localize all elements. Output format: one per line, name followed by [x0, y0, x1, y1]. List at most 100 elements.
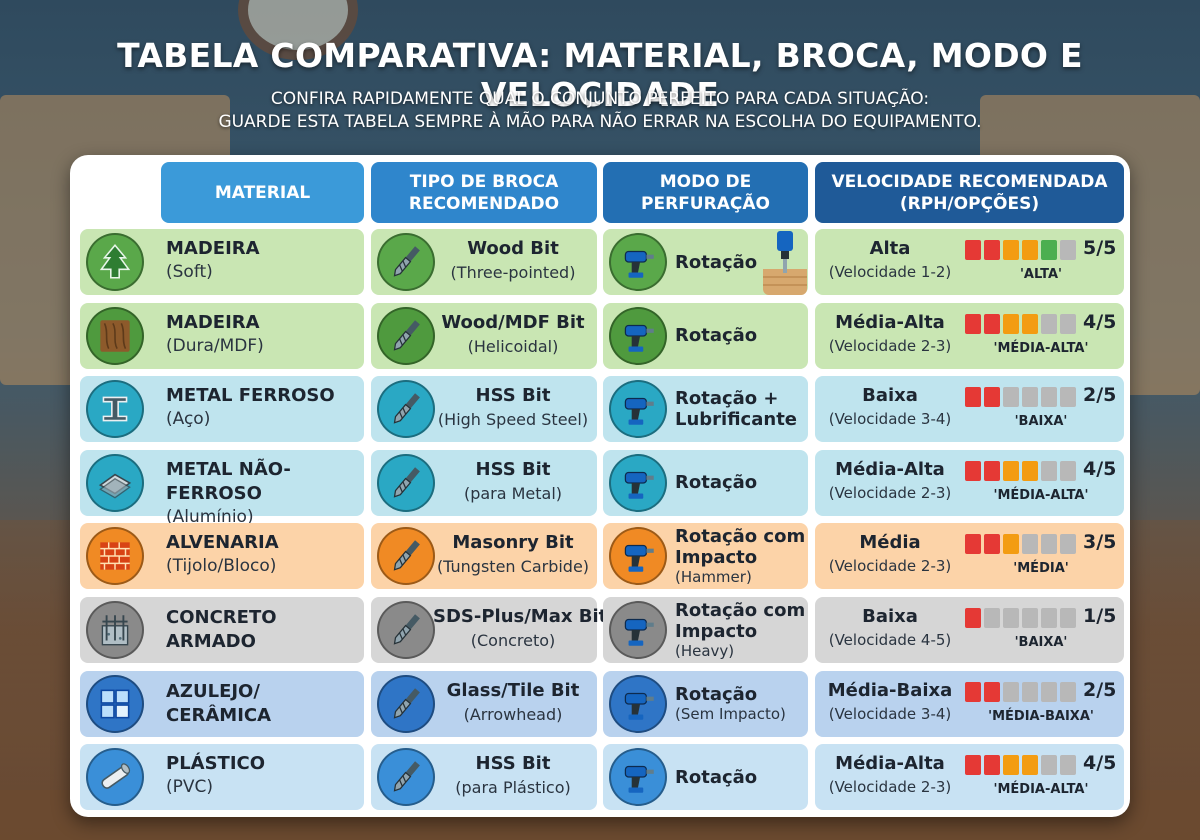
speed-meter-segment [1022, 681, 1038, 702]
broca-name: HSS Bit [475, 753, 551, 775]
speed-meter-segment [1060, 240, 1076, 260]
modo-name: Rotação [675, 472, 758, 494]
material-cell: CONCRETO ARMADO [80, 597, 364, 663]
velocidade-subtitle: (Velocidade 3-4) [828, 410, 952, 429]
masonry-bit-icon [377, 527, 435, 586]
speed-meter [965, 313, 1080, 334]
speed-meter-segment [1003, 534, 1019, 555]
rotary-hammer-icon [609, 601, 667, 659]
material-name: METAL FERROSO [166, 385, 335, 407]
material-name: ALVENARIA [166, 532, 279, 554]
column-header-material: MATERIAL [161, 162, 364, 223]
speed-meter-segment [1060, 534, 1076, 555]
velocidade-cell: Média-Alta (Velocidade 2-3) 4/5 'MÉDIA-A… [815, 302, 1124, 369]
speed-meter-segment [965, 387, 981, 408]
speed-meter-segment [1060, 681, 1076, 702]
speed-meter-segment [965, 240, 981, 260]
modo-cell: Rotação [603, 449, 808, 516]
table-row: METAL NÃO-FERROSO (Alumínio) HSS Bit (pa… [80, 449, 1124, 527]
speed-meter-segment [1022, 608, 1038, 628]
material-subtitle: (Alumínio) [166, 506, 254, 527]
modo-text: Rotação [675, 229, 807, 295]
speed-meter-segment [984, 534, 1000, 555]
material-name: CONCRETO ARMADO [166, 607, 277, 652]
speed-meter-segment [1003, 387, 1019, 408]
drill-icon [609, 674, 667, 733]
hss-bit-icon [377, 380, 435, 439]
speed-meter-segment [1060, 608, 1076, 628]
speed-meter-segment [965, 460, 981, 481]
table-row: ALVENARIA (Tijolo/Bloco) Masonry Bit (Tu… [80, 523, 1124, 590]
material-name: AZULEJO/ CERÂMICA [166, 680, 272, 726]
speed-meter-segment [1003, 313, 1019, 334]
broca-text: HSS Bit (para Metal) [433, 458, 593, 505]
pine-tree-icon [86, 233, 144, 291]
brick-wall-icon [86, 527, 144, 586]
speed-score: 5/5 [1083, 237, 1117, 259]
speed-meter-segment [965, 608, 981, 628]
speed-meter-segment [1060, 755, 1076, 776]
material-text: PLÁSTICO (PVC) [166, 752, 366, 799]
velocidade-cell: Média-Baixa (Velocidade 3-4) 2/5 'MÉDIA-… [815, 670, 1124, 737]
speed-meter-segment [1022, 534, 1038, 555]
speed-meter-segment [1022, 313, 1038, 334]
velocidade-name: Média [859, 532, 921, 554]
velocidade-subtitle: (Velocidade 4-5) [828, 631, 952, 649]
broca-text: Wood Bit (Three-pointed) [433, 237, 593, 284]
broca-cell: Masonry Bit (Tungsten Carbide) [371, 523, 597, 590]
drill-in-wood-illustration [763, 229, 807, 295]
speed-meter-segment [1003, 755, 1019, 776]
velocidade-cell: Baixa (Velocidade 3-4) 2/5 'BAIXA' [815, 376, 1124, 443]
velocidade-subtitle: (Velocidade 3-4) [828, 704, 952, 723]
column-header-broca: TIPO DE BROCA RECOMENDADO [371, 162, 597, 223]
table-row: PLÁSTICO (PVC) HSS Bit (para Plástico) R… [80, 744, 1124, 811]
page-subtitle: CONFIRA RAPIDAMENTE QUAL O CONJUNTO PERF… [0, 88, 1200, 134]
velocidade-name: Média-Baixa [827, 679, 953, 701]
modo-cell: Rotação com Impacto (Hammer) [603, 523, 808, 590]
speed-meter-segment [1022, 240, 1038, 260]
speed-meter-segment [984, 460, 1000, 481]
concrete-block-icon [86, 601, 144, 659]
speed-meter-segment [1041, 608, 1057, 628]
column-header-modo: MODO DE PERFURAÇÃO [603, 162, 808, 223]
material-cell: MADEIRA (Dura/MDF) [80, 302, 364, 369]
broca-cell: HSS Bit (High Speed Steel) [371, 376, 597, 443]
modo-subtitle: (Sem Impacto) [675, 704, 786, 723]
velocidade-text: Baixa (Velocidade 4-5) [819, 605, 961, 652]
velocidade-text: Baixa (Velocidade 3-4) [819, 384, 961, 431]
broca-text: Wood/MDF Bit (Helicoidal) [433, 311, 593, 358]
material-text: MADEIRA (Soft) [166, 237, 366, 284]
material-cell: AZULEJO/ CERÂMICA [80, 670, 366, 737]
speed-meter-segment [1060, 313, 1076, 334]
broca-text: SDS-Plus/Max Bit (Concreto) [433, 605, 608, 652]
speed-meter [965, 387, 1080, 408]
column-header-velocidade-label: VELOCIDADE RECOMENDADA (RPH/OPÇÕES) [831, 171, 1108, 214]
velocidade-text: Média-Alta (Velocidade 2-3) [819, 752, 961, 799]
modo-subtitle: (Hammer) [675, 567, 752, 586]
velocidade-cell: Alta (Velocidade 1-2) 5/5 'ALTA' [815, 229, 1124, 295]
broca-subtitle: (para Plástico) [455, 778, 571, 798]
broca-name: Glass/Tile Bit [446, 679, 580, 701]
spade-bit-icon [377, 233, 435, 291]
broca-text: HSS Bit (para Plástico) [433, 752, 593, 799]
broca-name: HSS Bit [475, 458, 551, 480]
velocidade-name: Alta [869, 238, 911, 259]
broca-name: Wood Bit [467, 238, 559, 259]
broca-subtitle: (Three-pointed) [450, 263, 576, 282]
material-text: AZULEJO/ CERÂMICA [166, 680, 366, 728]
speed-meter-segment [1003, 681, 1019, 702]
speed-meter-segment [1041, 313, 1057, 334]
modo-cell: Rotação [603, 229, 808, 295]
speed-meter-segment [984, 755, 1000, 776]
broca-text: Masonry Bit (Tungsten Carbide) [433, 531, 593, 578]
velocidade-subtitle: (Velocidade 2-3) [828, 557, 952, 576]
plastic-bit-icon [377, 748, 435, 807]
tile-icon [86, 674, 144, 733]
material-cell: PLÁSTICO (PVC) [80, 744, 366, 811]
column-header-broca-label: TIPO DE BROCA RECOMENDADO [408, 171, 560, 214]
comparison-table: MATERIAL TIPO DE BROCA RECOMENDADO MODO … [70, 155, 1130, 817]
broca-name: SDS-Plus/Max Bit [433, 606, 608, 627]
velocidade-subtitle: (Velocidade 2-3) [828, 778, 952, 797]
modo-name: Rotação com Impacto [675, 525, 806, 568]
modo-name: Rotação [675, 325, 758, 347]
